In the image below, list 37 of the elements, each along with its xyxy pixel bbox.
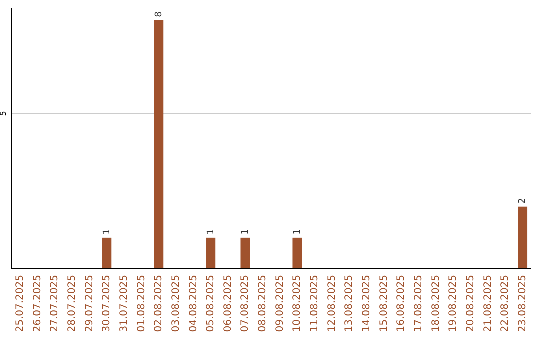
x-tick-label: 20.08.2025 bbox=[466, 275, 477, 332]
x-tick-label: 29.07.2025 bbox=[84, 275, 96, 332]
x-tick-label: 02.08.2025 bbox=[154, 275, 165, 332]
x-tick-label: 03.08.2025 bbox=[170, 275, 182, 332]
x-tick-label: 30.07.2025 bbox=[102, 275, 113, 332]
x-tick-label: 09.08.2025 bbox=[274, 275, 286, 332]
x-tick-label: 26.07.2025 bbox=[32, 275, 44, 332]
x-tick-label: 31.07.2025 bbox=[118, 275, 130, 332]
x-tick-label: 28.07.2025 bbox=[66, 275, 78, 332]
x-tick-label: 08.08.2025 bbox=[258, 275, 269, 332]
x-tick-label: 11.08.2025 bbox=[310, 275, 321, 332]
x-tick-label: 18.08.2025 bbox=[430, 275, 442, 332]
data-label: 1 bbox=[206, 229, 216, 235]
x-tick-label: 27.07.2025 bbox=[50, 275, 61, 332]
data-label: 8 bbox=[154, 11, 164, 18]
x-tick-label: 23.08.2025 bbox=[518, 275, 529, 332]
x-tick-label: 25.07.2025 bbox=[14, 275, 26, 332]
x-tick-label: 07.08.2025 bbox=[240, 275, 252, 332]
x-tick-label: 05.08.2025 bbox=[206, 275, 217, 332]
x-tick-label: 04.08.2025 bbox=[188, 275, 200, 332]
y-tick-label: 5 bbox=[0, 111, 8, 116]
data-label: 1 bbox=[102, 229, 112, 235]
data-label: 2 bbox=[518, 198, 528, 204]
x-tick-label: 12.08.2025 bbox=[326, 275, 338, 332]
x-tick-label: 17.08.2025 bbox=[414, 275, 425, 332]
x-tick-label: 01.08.2025 bbox=[136, 275, 148, 332]
x-tick-label: 14.08.2025 bbox=[362, 275, 373, 332]
data-label: 1 bbox=[292, 229, 303, 235]
x-tick-label: 15.08.2025 bbox=[378, 275, 390, 332]
x-tick-label: 19.08.2025 bbox=[448, 275, 460, 332]
x-tick-label: 21.08.2025 bbox=[482, 275, 494, 332]
x-tick-label: 06.08.2025 bbox=[222, 275, 234, 332]
x-tick-label: 22.08.2025 bbox=[500, 275, 512, 332]
data-label: 1 bbox=[240, 229, 251, 235]
x-tick-label: 10.08.2025 bbox=[292, 275, 304, 332]
x-tick-label: 16.08.2025 bbox=[396, 275, 408, 332]
x-tick-label: 13.08.2025 bbox=[344, 275, 356, 332]
